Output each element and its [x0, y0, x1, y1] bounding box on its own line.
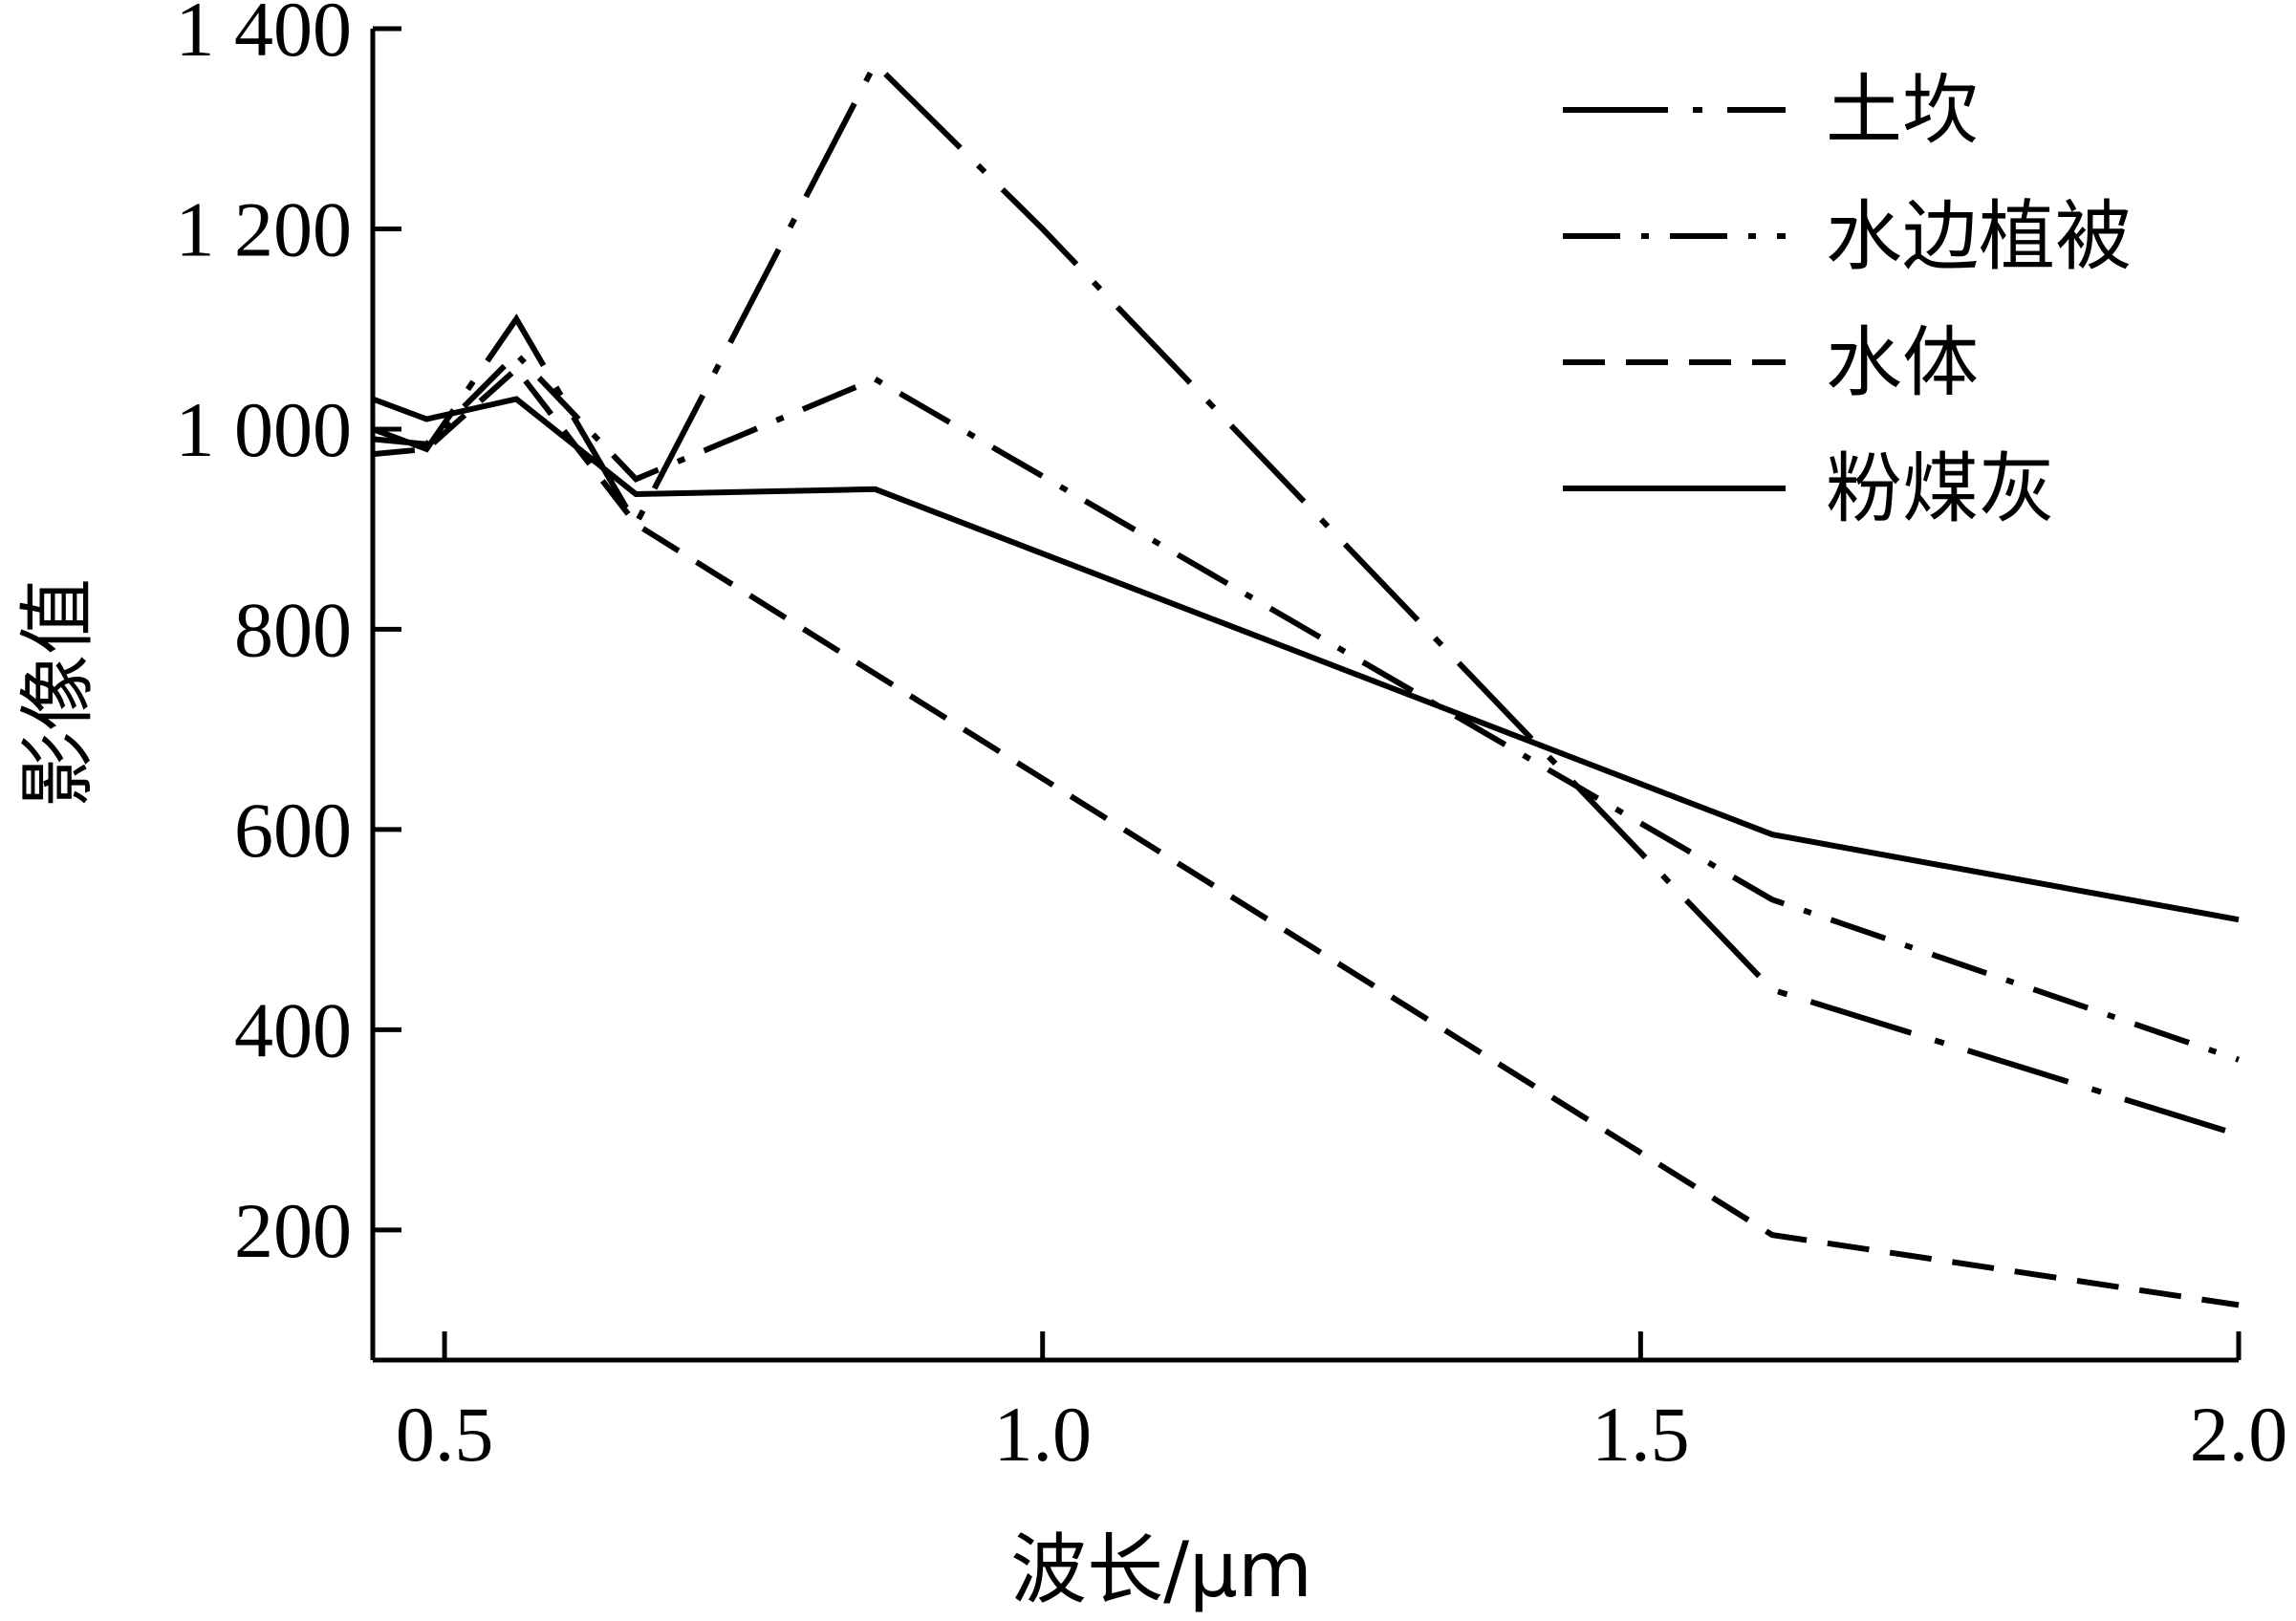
- axes: [370, 29, 2239, 1363]
- x-tick-label: 2.0: [2190, 1391, 2288, 1478]
- x-ticks: 0.5 1.0 1.5 2.0: [396, 1331, 2287, 1478]
- y-tick-label: 1 400: [176, 0, 353, 73]
- legend-label: 土坎: [1826, 66, 1979, 155]
- legend-label: 粉煤灰: [1826, 444, 2055, 533]
- legend-label: 水体: [1826, 318, 1979, 407]
- x-tick-label: 1.5: [1592, 1391, 1690, 1478]
- y-tick-label: 800: [234, 586, 352, 673]
- legend-label: 水边植被: [1826, 192, 2132, 281]
- series-line-1: [371, 58, 2240, 1138]
- series-line-4: [371, 396, 2240, 923]
- y-tick-label: 1 200: [176, 185, 353, 272]
- y-tick-label: 400: [234, 986, 352, 1073]
- x-tick-label: 0.5: [396, 1391, 494, 1478]
- series-group: [371, 58, 2240, 1308]
- y-tick-label: 1 000: [176, 386, 353, 473]
- series-line-2: [372, 350, 2240, 1063]
- y-tick-label: 600: [234, 787, 352, 874]
- x-tick-label: 1.0: [993, 1391, 1092, 1478]
- y-ticks: 200 400 600 800 1 000 1 200 1 400: [176, 0, 401, 1274]
- y-axis-title: 影像值: [13, 578, 102, 808]
- x-axis-title: 波长/μm: [1010, 1525, 1312, 1614]
- y-tick-label: 200: [234, 1187, 352, 1274]
